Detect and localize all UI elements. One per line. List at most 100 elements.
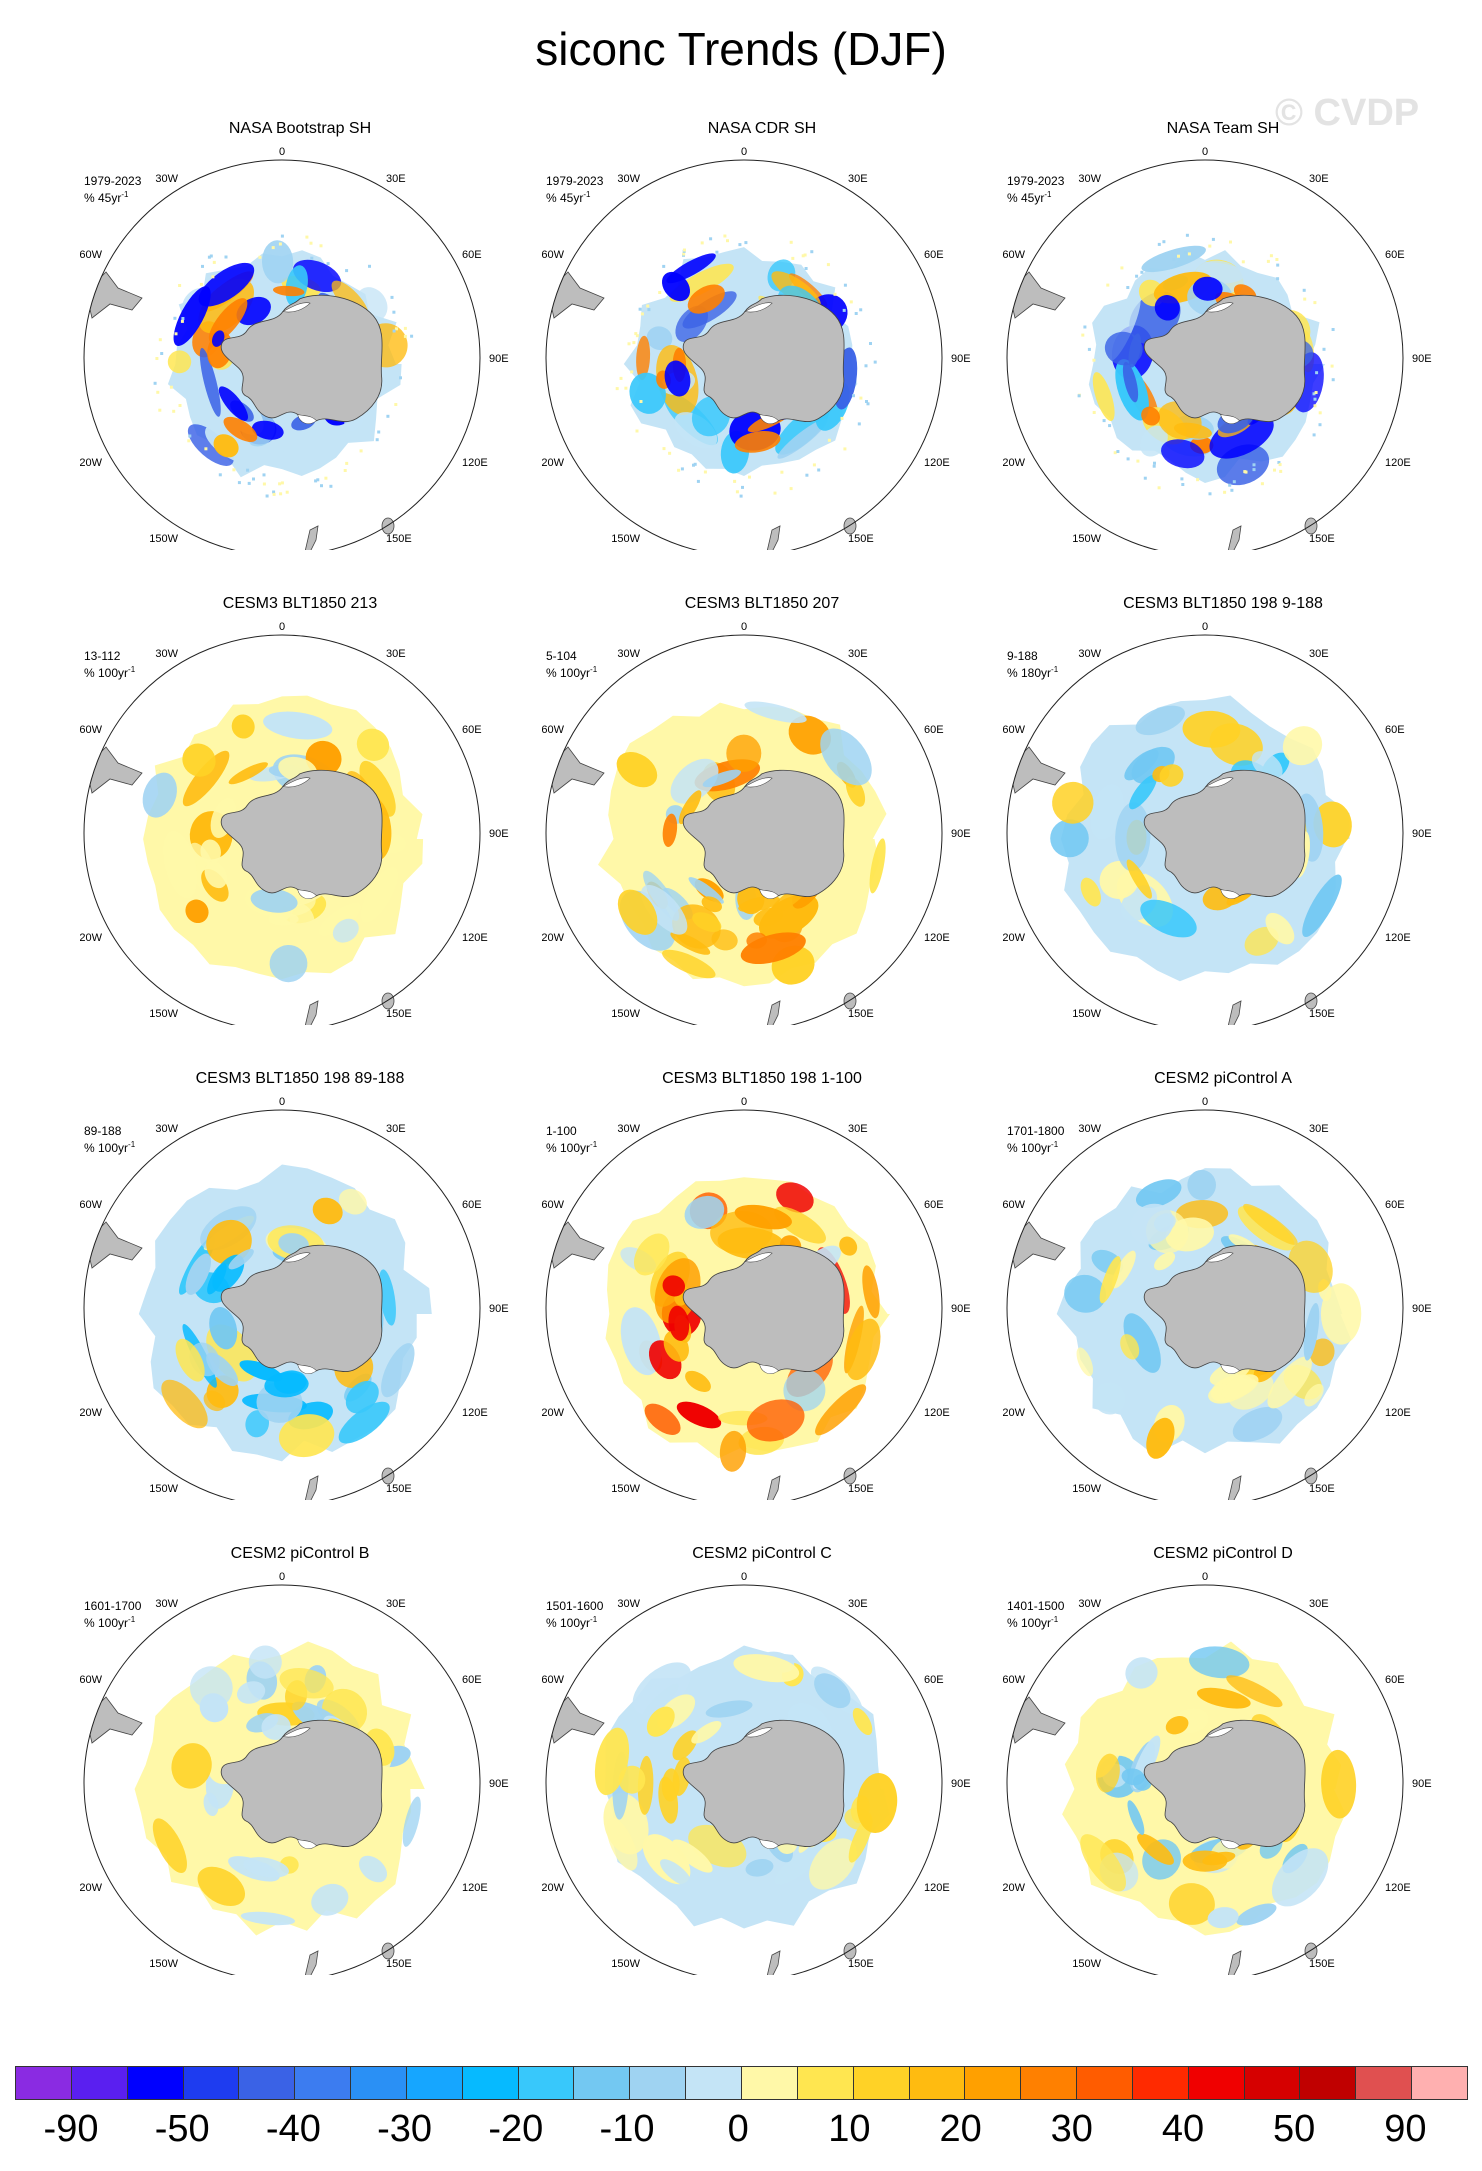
panel-units-text: % 45yr xyxy=(84,191,122,205)
trend-anomaly-blob xyxy=(338,1188,367,1215)
colorbar-tick-label: -50 xyxy=(154,2108,210,2150)
trend-anomaly-blob xyxy=(1123,1313,1161,1373)
trend-anomaly-blob xyxy=(279,1668,334,1699)
trend-anomaly-blob xyxy=(616,751,658,788)
ice-edge-pixel xyxy=(1081,333,1085,337)
ice-edge-pixel xyxy=(1313,397,1317,401)
ice-edge-pixel xyxy=(1241,260,1245,264)
panel-period: 9-188 xyxy=(1007,649,1038,663)
panel-units-text: % 100yr xyxy=(84,1616,129,1630)
polar-stereographic-map: 030E60E90E120E150E180150W120W90W60W30W xyxy=(80,1096,509,1500)
ross-ice-shelf xyxy=(759,888,779,899)
panel-period-units: 1601-1700% 100yr-1 xyxy=(84,1599,141,1630)
colorbar-swatch xyxy=(796,2066,854,2100)
ice-edge-pixel xyxy=(635,334,639,338)
trend-anomaly-blob xyxy=(845,1318,881,1381)
ice-edge-pixel xyxy=(1157,242,1161,246)
longitude-label: 30W xyxy=(1078,1123,1101,1135)
colorbar-swatch xyxy=(350,2066,407,2100)
longitude-label: 150E xyxy=(848,533,874,545)
longitude-label: 60E xyxy=(1385,1199,1405,1211)
colorbar-swatch xyxy=(517,2066,575,2100)
coastal-trend-feature xyxy=(702,769,741,788)
longitude-label: 150W xyxy=(1072,533,1101,545)
trend-anomaly-blob xyxy=(1153,1213,1176,1232)
panel-units: % 100yr-1 xyxy=(84,1138,135,1155)
trend-anomaly-blob xyxy=(203,1390,226,1412)
panel-units-exponent: -1 xyxy=(590,665,598,674)
ice-edge-pixel xyxy=(178,404,182,407)
ice-edge-pixel xyxy=(1140,270,1144,274)
ice-edge-pixel xyxy=(1269,254,1273,258)
colorbar xyxy=(15,2066,1468,2102)
longitude-label: 0 xyxy=(1202,1571,1208,1583)
longitude-label: 30E xyxy=(848,1598,868,1610)
map-panel: CESM3 BLT1850 207 5-104% 100yr-1 0 30E 60E 90… xyxy=(542,595,982,1025)
longitude-label: 60E xyxy=(1385,249,1405,261)
ice-edge-pixel xyxy=(1180,477,1184,481)
coastal-trend-feature xyxy=(250,888,298,913)
coastal-trend-feature xyxy=(745,1859,774,1877)
longitude-label: 120W xyxy=(542,932,565,944)
ice-edge-pixel xyxy=(345,461,349,465)
coastal-trend-feature xyxy=(701,896,722,913)
trend-anomaly-blob xyxy=(185,1253,211,1295)
longitude-label: 150W xyxy=(1072,1958,1101,1970)
ice-edge-pixel xyxy=(817,468,821,472)
ice-edge-pixel xyxy=(735,490,739,494)
antarctica-landmass xyxy=(220,769,383,898)
ice-edge-pixel xyxy=(840,416,844,420)
south-america-landmass xyxy=(1008,746,1066,794)
ice-edge-pixel xyxy=(1092,358,1096,362)
tasmania-landmass xyxy=(381,1942,395,1960)
trend-anomaly-blob xyxy=(378,1269,396,1326)
trend-anomaly-blob xyxy=(783,1369,826,1412)
longitude-label: 120W xyxy=(1003,932,1026,944)
trend-anomaly-blob xyxy=(1115,802,1151,872)
ice-edge-pixel xyxy=(319,244,323,248)
polar-stereographic-map: 030E60E90E120E150E180150W120W90W60W30W xyxy=(1003,1096,1432,1500)
trend-anomaly-blob xyxy=(209,1306,238,1350)
ice-edge-pixel xyxy=(403,326,407,330)
panel-title: CESM3 BLT1850 198 89-188 xyxy=(195,1070,405,1087)
ice-edge-pixel xyxy=(1313,301,1317,305)
colorbar-swatch xyxy=(15,2066,72,2100)
antarctica-landmass xyxy=(682,1244,845,1373)
ice-edge-pixel xyxy=(314,479,318,483)
ice-edge-pixel xyxy=(1330,364,1334,368)
colorbar-swatch xyxy=(852,2066,910,2100)
ice-edge-pixel xyxy=(1157,486,1161,490)
trend-anomaly-blob xyxy=(173,286,211,346)
ice-edge-pixel xyxy=(285,490,289,494)
trend-anomaly-blob xyxy=(633,1233,670,1276)
ice-edge-pixel xyxy=(803,253,807,257)
ice-edge-pixel xyxy=(218,473,222,477)
polar-stereographic-map: 030E60E90E120E150E180150W120W90W60W30W xyxy=(80,621,509,1025)
ice-edge-pixel xyxy=(1303,297,1307,301)
trend-anomaly-blob xyxy=(167,350,192,374)
coastal-trend-feature xyxy=(274,1370,307,1394)
ice-edge-pixel xyxy=(272,492,276,496)
longitude-label: 60W xyxy=(1003,1674,1026,1686)
ross-ice-shelf xyxy=(297,888,317,899)
south-america-landmass xyxy=(1008,1696,1066,1744)
coastal-trend-feature xyxy=(1154,295,1180,321)
tasmania-landmass xyxy=(843,992,857,1010)
coastal-trend-feature xyxy=(668,1305,690,1341)
trend-anomaly-blob xyxy=(1189,1646,1250,1679)
trend-anomaly-blob xyxy=(213,434,239,458)
ice-edge-pixel xyxy=(153,381,157,385)
longitude-label: 0 xyxy=(1202,1096,1208,1108)
trend-anomaly-blob xyxy=(1165,1217,1214,1252)
watermark: © CVDP xyxy=(1275,92,1420,134)
panel-period: 1-100 xyxy=(546,1124,577,1138)
ice-edge-pixel xyxy=(156,390,160,394)
trend-anomaly-blob xyxy=(171,1743,212,1789)
tasmania-landmass xyxy=(843,517,857,535)
longitude-label: 120W xyxy=(542,1407,565,1419)
ice-edge-pixel xyxy=(1302,288,1306,292)
trend-anomaly-blob xyxy=(641,885,688,935)
ice-edge-pixel xyxy=(1126,286,1130,289)
ice-edge-pixel xyxy=(1260,482,1264,486)
longitude-label: 0 xyxy=(1202,146,1208,158)
